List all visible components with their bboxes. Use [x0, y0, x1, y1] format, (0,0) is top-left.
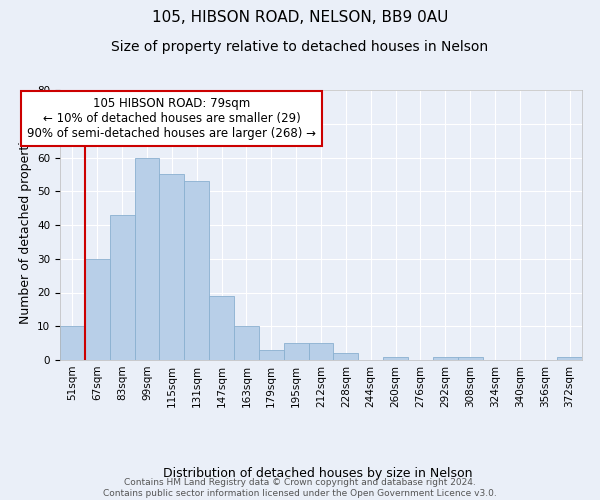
Bar: [308, 343, 334, 360]
Bar: [433, 356, 458, 360]
Text: 105 HIBSON ROAD: 79sqm
← 10% of detached houses are smaller (29)
90% of semi-det: 105 HIBSON ROAD: 79sqm ← 10% of detached…: [28, 97, 316, 140]
Bar: [557, 356, 582, 360]
Text: 105, HIBSON ROAD, NELSON, BB9 0AU: 105, HIBSON ROAD, NELSON, BB9 0AU: [152, 10, 448, 25]
Y-axis label: Number of detached properties: Number of detached properties: [19, 126, 32, 324]
Bar: [60, 326, 85, 360]
Bar: [110, 215, 134, 360]
Bar: [85, 259, 110, 360]
Bar: [134, 158, 160, 360]
Bar: [383, 356, 408, 360]
Bar: [334, 353, 358, 360]
Text: Distribution of detached houses by size in Nelson: Distribution of detached houses by size …: [163, 467, 473, 480]
Bar: [234, 326, 259, 360]
Bar: [284, 343, 308, 360]
Bar: [458, 356, 482, 360]
Bar: [259, 350, 284, 360]
Bar: [160, 174, 184, 360]
Bar: [184, 181, 209, 360]
Text: Contains HM Land Registry data © Crown copyright and database right 2024.
Contai: Contains HM Land Registry data © Crown c…: [103, 478, 497, 498]
Bar: [209, 296, 234, 360]
Text: Size of property relative to detached houses in Nelson: Size of property relative to detached ho…: [112, 40, 488, 54]
